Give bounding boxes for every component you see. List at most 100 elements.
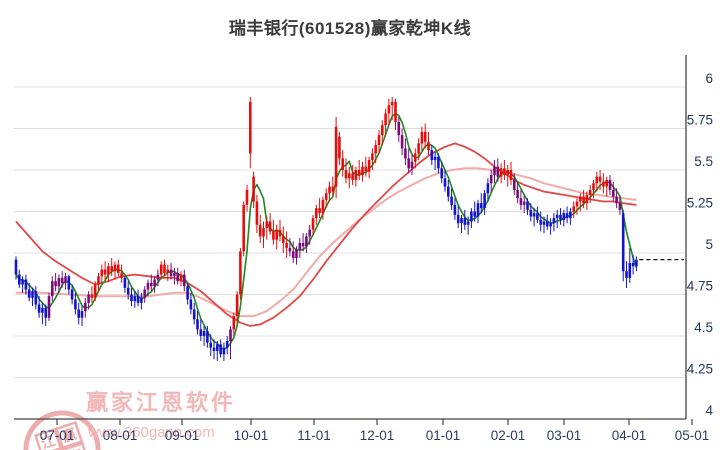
candle xyxy=(212,339,216,360)
candle xyxy=(348,166,351,189)
candle xyxy=(169,262,173,280)
candle xyxy=(582,189,585,209)
candle xyxy=(173,267,176,285)
watermark-stamp-icon: 江赢恩家 xyxy=(23,410,101,450)
candle xyxy=(324,188,328,209)
candle xyxy=(420,126,424,152)
candle xyxy=(331,176,335,197)
x-axis-label: 09-01 xyxy=(165,428,200,443)
candle xyxy=(503,160,506,180)
candle xyxy=(34,286,38,310)
candle xyxy=(565,206,569,224)
candle xyxy=(344,158,348,184)
candle xyxy=(192,302,196,325)
candle xyxy=(179,271,183,287)
candle xyxy=(242,201,245,257)
candle xyxy=(219,339,222,358)
candle xyxy=(625,261,628,288)
candle xyxy=(480,193,483,214)
candle xyxy=(268,213,272,235)
candle xyxy=(60,271,64,288)
candle xyxy=(569,208,572,225)
candle xyxy=(318,198,321,219)
candle xyxy=(371,148,374,170)
y-axis-label: 4 xyxy=(705,403,713,418)
candle xyxy=(311,214,315,235)
candle xyxy=(552,213,556,232)
candle xyxy=(621,209,625,282)
y-axis-labels: 6 5.75 5.5 5.25 5 4.75 4.5 4.25 4 xyxy=(687,71,714,418)
candle xyxy=(430,145,434,166)
candle xyxy=(374,140,377,164)
candle xyxy=(189,292,193,315)
candle xyxy=(546,214,549,230)
candle xyxy=(407,148,410,174)
candle xyxy=(262,221,265,249)
candle xyxy=(417,138,420,161)
candle xyxy=(433,151,437,170)
candle xyxy=(532,208,536,227)
candle xyxy=(483,189,486,215)
candle xyxy=(615,188,618,209)
candle xyxy=(97,272,100,292)
candle xyxy=(549,218,552,235)
candle xyxy=(572,201,575,219)
candle xyxy=(44,304,47,327)
candle xyxy=(526,198,529,215)
candle xyxy=(150,274,153,292)
candle xyxy=(209,334,212,356)
candle xyxy=(301,233,305,252)
candle xyxy=(206,326,209,348)
candle xyxy=(113,261,117,280)
candle xyxy=(153,276,156,293)
candle xyxy=(351,165,354,185)
candle xyxy=(80,306,84,327)
page-title: 瑞丰银行(601528)赢家乾坤K线 xyxy=(228,19,472,38)
candle xyxy=(74,292,77,315)
candle xyxy=(159,261,163,280)
x-axis-label: 07-01 xyxy=(40,428,75,443)
candle xyxy=(496,158,500,182)
candle xyxy=(522,194,526,214)
candle xyxy=(341,150,344,177)
x-axis-labels: 07-01 08-01 09-01 10-01 11-01 12-01 01-01 02-01… xyxy=(40,419,709,443)
x-axis-label: 02-01 xyxy=(491,428,526,443)
candle xyxy=(463,209,467,230)
candle xyxy=(54,272,57,292)
candle xyxy=(275,224,278,250)
candle xyxy=(539,211,542,232)
watermark-brand-text: 赢家江恩软件 xyxy=(86,390,236,415)
candle xyxy=(305,233,308,253)
x-axis-label: 01-01 xyxy=(426,428,461,443)
candle xyxy=(516,181,519,204)
candle xyxy=(559,208,562,225)
candle xyxy=(437,153,440,174)
candle xyxy=(506,165,509,187)
candle xyxy=(473,201,476,222)
candle xyxy=(595,171,599,192)
candle xyxy=(120,264,123,283)
candle xyxy=(225,336,229,355)
candle xyxy=(258,214,262,244)
svg-text:江: 江 xyxy=(39,432,57,450)
candle xyxy=(513,173,516,195)
candle xyxy=(21,276,24,293)
candle xyxy=(285,231,288,258)
candle xyxy=(414,148,417,169)
candle xyxy=(103,261,107,280)
candle xyxy=(117,259,120,277)
candle xyxy=(136,289,140,307)
y-axis-label: 5 xyxy=(705,237,713,252)
candle xyxy=(394,98,397,131)
candle xyxy=(130,287,133,307)
ma-short-line xyxy=(15,112,638,350)
candle xyxy=(453,198,457,220)
candle xyxy=(354,166,358,187)
candle xyxy=(308,224,311,245)
y-axis-label: 6 xyxy=(705,71,713,86)
candle xyxy=(90,286,94,303)
candle xyxy=(199,319,203,341)
candle xyxy=(579,193,582,212)
candle xyxy=(387,98,391,126)
y-axis-label: 5.25 xyxy=(687,196,713,211)
